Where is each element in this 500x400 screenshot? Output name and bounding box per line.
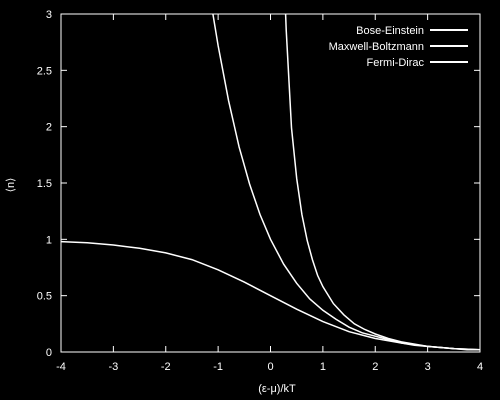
x-tick-label: 0 — [267, 361, 273, 373]
x-tick-label: 4 — [477, 361, 483, 373]
series-fermi-dirac-line — [60, 240, 481, 351]
x-tick-label: 3 — [425, 361, 431, 373]
y-tick-label: 2 — [46, 122, 52, 134]
y-tick-label: 2.5 — [37, 65, 52, 77]
y-tick-label: 0.5 — [37, 291, 52, 303]
y-tick-label: 1 — [46, 234, 52, 246]
y-tick-label: 3 — [46, 9, 52, 21]
y-tick-label: 0 — [46, 347, 52, 359]
x-tick-label: -3 — [108, 361, 118, 373]
x-tick-label: -4 — [56, 361, 66, 373]
x-tick-label: 1 — [320, 361, 326, 373]
y-tick-label: 1.5 — [37, 178, 52, 190]
legend-label-fermi-dirac: Fermi-Dirac — [367, 57, 425, 69]
axes: -4 -3 -2 -1 0 1 2 3 4 0 0.5 1 1.5 2 2.5 3 — [37, 9, 483, 373]
legend-label-maxwell-boltzmann: Maxwell-Boltzmann — [329, 41, 424, 53]
x-tick-label: -2 — [161, 361, 171, 373]
x-tick-label: 2 — [372, 361, 378, 373]
legend-label-bose-einstein: Bose-Einstein — [356, 25, 424, 37]
curves — [60, 13, 481, 351]
legend: Bose-Einstein Maxwell-Boltzmann Fermi-Dira… — [329, 25, 468, 69]
x-axis-label: (ε-μ)/kT — [258, 383, 296, 395]
x-tick-label: -1 — [213, 361, 223, 373]
y-axis-label: ⟨n⟩ — [5, 178, 17, 193]
